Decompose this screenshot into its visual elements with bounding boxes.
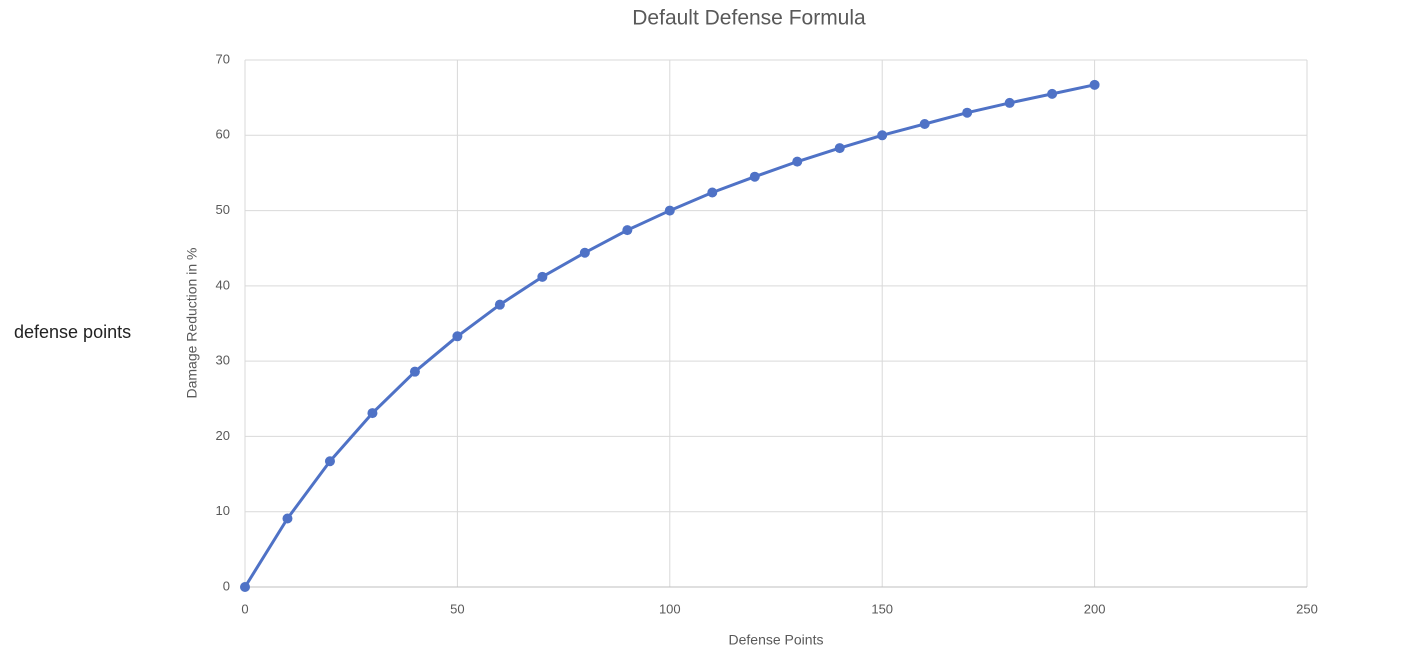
data-point [452, 331, 463, 342]
side-label: defense points [14, 322, 132, 342]
y-axis-label: Damage Reduction in % [184, 248, 200, 399]
data-point [494, 299, 505, 310]
data-point [622, 225, 633, 236]
data-point [1089, 79, 1100, 90]
data-point [537, 271, 548, 282]
data-point [240, 582, 250, 592]
y-tick-label: 40 [216, 277, 230, 292]
data-point [367, 408, 378, 419]
x-axis-label: Defense Points [729, 632, 824, 648]
x-tick-label: 250 [1296, 601, 1318, 616]
data-point [1047, 88, 1058, 99]
data-point [962, 107, 973, 118]
data-point [282, 513, 293, 524]
data-point [792, 156, 803, 167]
y-tick-label: 50 [216, 202, 230, 217]
y-tick-label: 20 [216, 428, 230, 443]
data-point [834, 143, 845, 154]
y-tick-label: 10 [216, 503, 230, 518]
data-point [324, 456, 335, 467]
data-point [919, 118, 930, 129]
x-tick-label: 0 [241, 601, 248, 616]
data-point [707, 187, 718, 198]
data-point [579, 247, 590, 258]
y-tick-label: 0 [223, 578, 230, 593]
x-tick-label: 100 [659, 601, 681, 616]
data-point [1004, 97, 1015, 108]
y-tick-label: 70 [216, 51, 230, 66]
y-tick-label: 30 [216, 353, 230, 368]
x-tick-label: 150 [871, 601, 893, 616]
y-tick-label: 60 [216, 127, 230, 142]
data-point [749, 171, 760, 182]
x-tick-label: 200 [1084, 601, 1106, 616]
data-point [877, 130, 888, 141]
data-point [409, 366, 420, 377]
x-tick-label: 50 [450, 601, 464, 616]
chart-title: Default Defense Formula [632, 7, 866, 30]
data-point [664, 205, 675, 216]
